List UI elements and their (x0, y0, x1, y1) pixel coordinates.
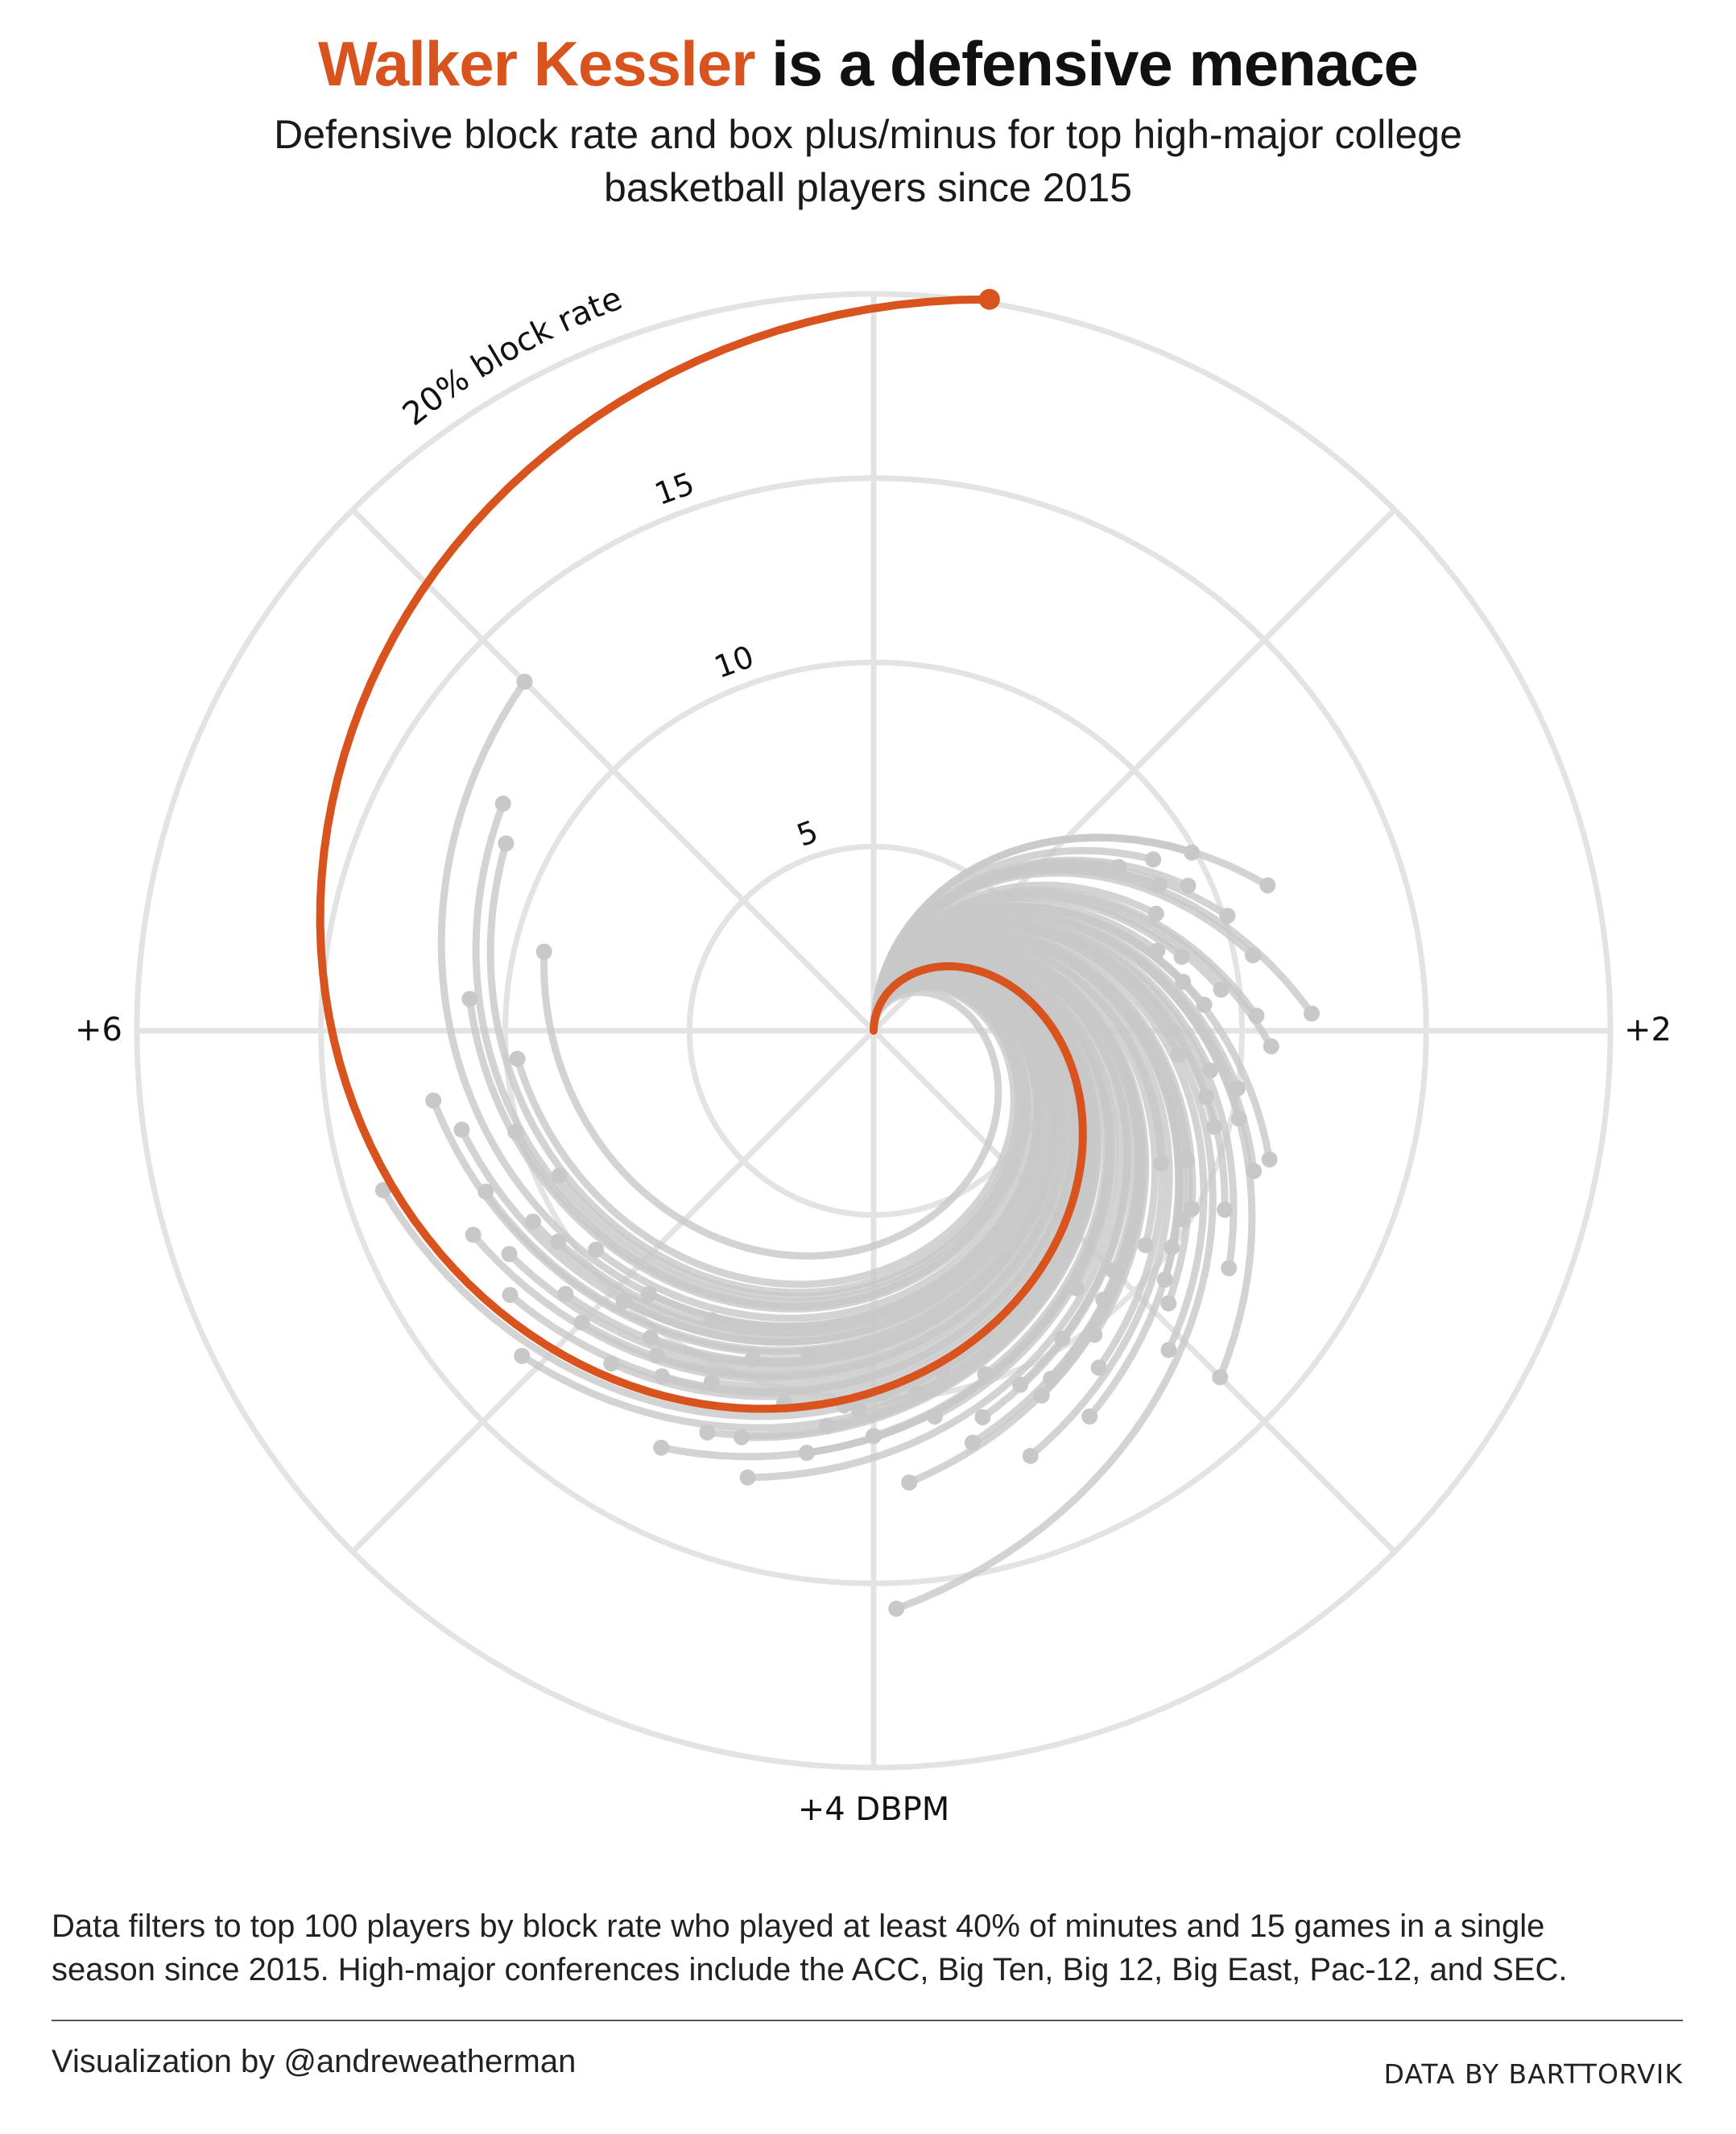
title-rest: is a defensive menace (754, 28, 1419, 99)
player-spiral (539, 948, 1002, 1260)
player-point (926, 1408, 943, 1425)
kessler-spiral (316, 295, 1087, 1413)
player-point (1090, 1359, 1107, 1376)
other-players-layer (374, 673, 1321, 1617)
player-point (798, 1445, 815, 1462)
player-point (866, 1428, 882, 1445)
player-point (1184, 844, 1201, 861)
player-point (477, 1183, 494, 1200)
player-point (1229, 1080, 1246, 1097)
player-point (425, 1092, 442, 1109)
player-point (524, 1213, 541, 1230)
player-point (977, 1366, 994, 1383)
player-point (648, 1347, 665, 1364)
radial-tick-label-5: 5 (792, 813, 823, 854)
player-point (1259, 877, 1276, 894)
player-spiral (870, 946, 1139, 1275)
player-point (494, 795, 511, 812)
footer-divider (52, 2020, 1683, 2021)
block-rate-axis-label: 20% block rate (396, 280, 627, 433)
player-point (1217, 1201, 1234, 1218)
player-point (739, 1469, 756, 1486)
player-point (603, 1355, 620, 1372)
player-point (535, 943, 552, 960)
visualization-credit: Visualization by @andreweatherman (52, 2044, 577, 2079)
player-point (1160, 1295, 1177, 1312)
spiral-chart: 5 10 15 20% block rate +2 +4 DBPM +6 (75, 280, 1672, 1828)
player-point (800, 1347, 817, 1364)
player-point (1219, 908, 1236, 924)
grid-ring (318, 475, 1429, 1586)
chart-subtitle: Defensive block rate and box plus/minus … (145, 108, 1591, 214)
subtitle-line-1: Defensive block rate and box plus/minus … (274, 112, 1462, 157)
player-spiral (870, 846, 1157, 1035)
player-point (1180, 877, 1197, 894)
subtitle-line-2: basketball players since 2015 (604, 165, 1132, 210)
player-spiral (619, 974, 1050, 1346)
player-point (514, 1347, 531, 1364)
player-point (588, 1241, 605, 1258)
block-rate-axis-label-text: 20% block rate (396, 280, 627, 433)
player-point (573, 1314, 590, 1331)
angular-label-plus6: +6 (75, 1011, 122, 1048)
player-point (1175, 974, 1192, 990)
grid-ring (134, 291, 1614, 1771)
kessler-point (978, 288, 1000, 310)
player-point (461, 990, 478, 1007)
angular-label-plus2: +2 (1624, 1011, 1672, 1048)
player-point (507, 1123, 524, 1140)
player-point (1149, 942, 1166, 959)
player-point (1173, 949, 1190, 966)
note-line-2: season since 2015. High-major conference… (52, 1952, 1568, 1987)
player-point (901, 1474, 918, 1491)
player-point (551, 1168, 568, 1185)
player-point (734, 1429, 750, 1445)
player-point (703, 1374, 720, 1391)
player-point (374, 1181, 391, 1198)
chart-title: Walker Kessler is a defensive menace (0, 27, 1736, 101)
player-point (1105, 1262, 1122, 1279)
player-point (653, 1439, 670, 1456)
player-point (888, 1600, 905, 1617)
player-point (1261, 1151, 1278, 1168)
title-highlight: Walker Kessler (318, 28, 755, 99)
player-point (643, 1330, 659, 1346)
player-point (1160, 1342, 1177, 1359)
player-point (1212, 1369, 1229, 1386)
player-point (498, 835, 515, 852)
player-point (1304, 1005, 1321, 1022)
player-point (974, 1408, 991, 1425)
player-point (516, 673, 533, 690)
angular-label-plus4-dbpm: +4 DBPM (798, 1791, 950, 1828)
radial-tick-label-15: 15 (650, 465, 698, 512)
highlight-layer (316, 288, 1087, 1413)
polar-grid (134, 291, 1614, 1771)
player-point (1196, 996, 1213, 1013)
player-point (1205, 1119, 1222, 1135)
methodology-note: Data filters to top 100 players by block… (52, 1904, 1694, 1991)
data-source: DATA BY BARTTORVIK (1383, 2058, 1683, 2090)
player-point (1245, 947, 1262, 964)
player-point (1263, 1038, 1279, 1055)
player-point (964, 1434, 981, 1451)
player-point (1033, 1387, 1050, 1404)
player-point (1246, 1163, 1263, 1180)
radial-tick-label-10: 10 (709, 639, 758, 685)
player-point (1145, 851, 1162, 868)
player-point (501, 1246, 518, 1263)
player-point (1184, 1201, 1201, 1218)
player-point (453, 1121, 470, 1138)
player-point (509, 1050, 526, 1067)
player-point (1068, 1280, 1085, 1297)
player-point (465, 1226, 482, 1243)
player-point (1221, 1259, 1238, 1276)
player-point (744, 1350, 761, 1367)
note-line-1: Data filters to top 100 players by block… (52, 1909, 1545, 1944)
player-point (1081, 1408, 1098, 1425)
player-point (1022, 1447, 1039, 1464)
player-point (615, 1292, 632, 1309)
player-point (502, 1287, 519, 1304)
player-point (557, 1285, 574, 1302)
player-spiral (870, 907, 1242, 1093)
